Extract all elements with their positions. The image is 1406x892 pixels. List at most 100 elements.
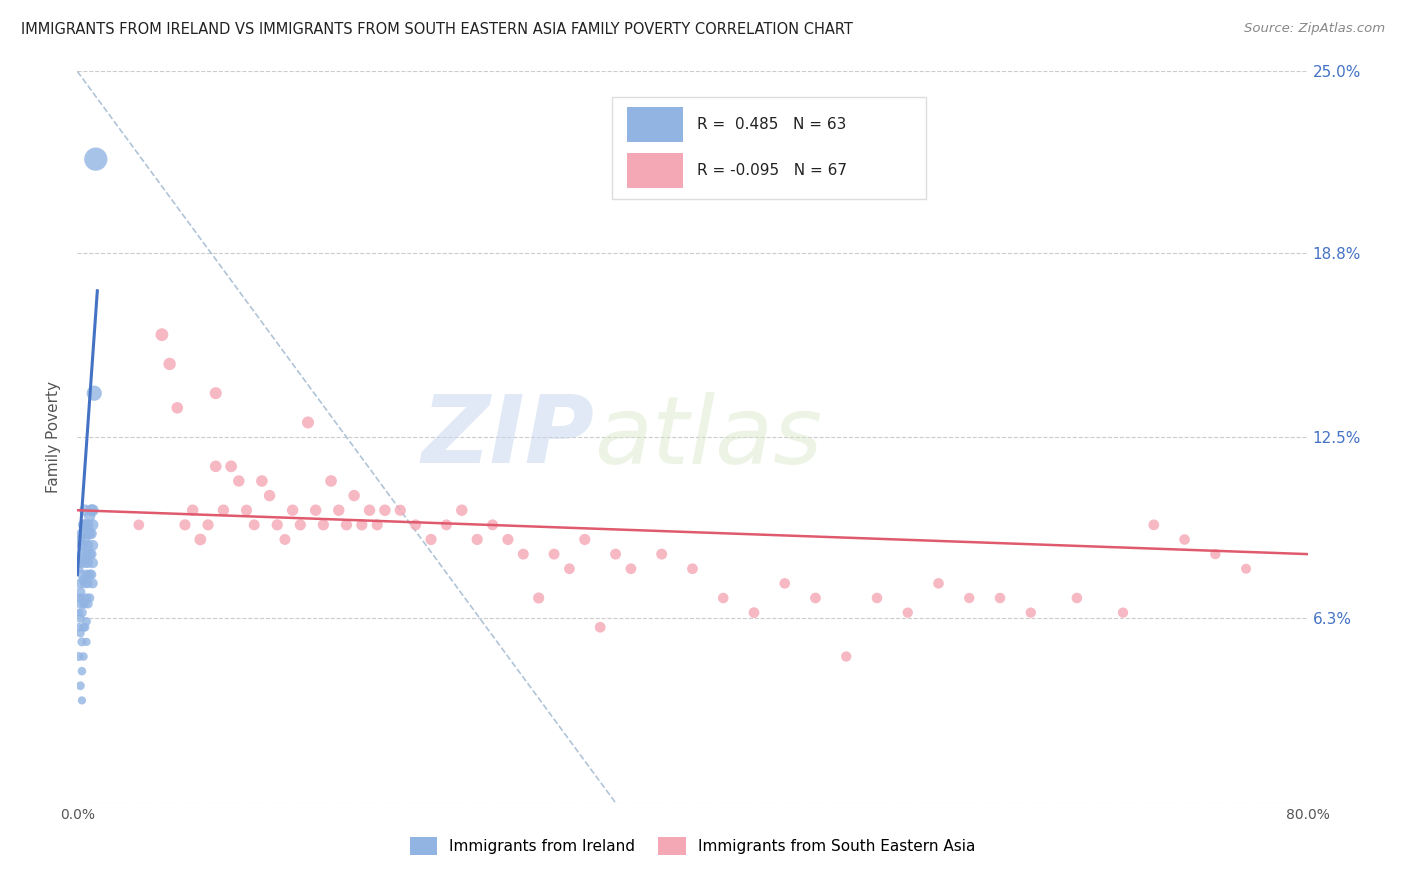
Point (80, 503, 103, 517)
Point (343, 489, 366, 503)
Bar (627, 153, 683, 187)
Point (69, 611, 91, 625)
Point (605, 547, 627, 561)
Point (281, 503, 304, 517)
Point (465, 533, 488, 547)
Point (73, 503, 96, 517)
Text: R =  0.485   N = 63: R = 0.485 N = 63 (697, 117, 846, 132)
Point (897, 606, 920, 620)
Point (82, 503, 104, 517)
Point (76, 635, 98, 649)
Point (835, 649, 858, 664)
Point (558, 562, 581, 576)
Point (174, 517, 197, 532)
Point (1019, 606, 1042, 620)
Point (70, 693, 93, 707)
Point (682, 562, 704, 576)
Point (76, 547, 98, 561)
Point (212, 503, 235, 517)
Point (1234, 562, 1257, 576)
Point (1143, 517, 1166, 532)
Point (67, 591, 90, 605)
Point (389, 503, 412, 517)
Point (742, 606, 765, 620)
Point (450, 503, 472, 517)
Point (204, 386, 226, 401)
Point (70, 547, 93, 561)
Point (70, 664, 93, 678)
Point (988, 591, 1011, 605)
Point (804, 591, 827, 605)
Point (79, 567, 101, 582)
Point (79, 547, 101, 561)
Bar (627, 107, 683, 143)
Point (69, 585, 91, 599)
Point (359, 503, 381, 517)
Point (481, 517, 503, 532)
Point (957, 591, 980, 605)
Point (77, 597, 100, 611)
Point (73, 517, 96, 532)
Point (82, 576, 104, 591)
Point (128, 517, 150, 532)
Point (69, 597, 91, 611)
Point (928, 576, 950, 591)
Point (305, 503, 328, 517)
Point (79, 509, 101, 524)
Point (405, 517, 427, 532)
Point (574, 533, 596, 547)
Point (73, 597, 96, 611)
Point (150, 327, 173, 342)
Point (77, 556, 100, 570)
Text: Source: ZipAtlas.com: Source: ZipAtlas.com (1244, 22, 1385, 36)
Point (773, 576, 796, 591)
Point (297, 416, 319, 430)
Point (219, 459, 242, 474)
Point (335, 517, 357, 532)
Point (312, 517, 335, 532)
Point (197, 517, 219, 532)
Point (159, 357, 181, 371)
Point (79, 526, 101, 541)
Point (67, 606, 90, 620)
Point (70, 538, 93, 552)
Point (67, 620, 90, 634)
Point (69, 679, 91, 693)
Point (188, 533, 212, 547)
Point (259, 489, 281, 503)
Text: IMMIGRANTS FROM IRELAND VS IMMIGRANTS FROM SOUTH EASTERN ASIA FAMILY POVERTY COR: IMMIGRANTS FROM IRELAND VS IMMIGRANTS FR… (21, 22, 853, 37)
Point (69, 556, 91, 570)
Point (69, 533, 91, 547)
Point (620, 562, 643, 576)
Point (250, 474, 273, 488)
Point (73, 620, 96, 634)
Point (436, 517, 458, 532)
Point (70, 591, 93, 605)
Point (70, 567, 93, 582)
Point (70, 526, 93, 541)
Text: R = -0.095   N = 67: R = -0.095 N = 67 (697, 162, 848, 178)
Point (82, 517, 104, 532)
Point (166, 401, 188, 415)
Legend: Immigrants from Ireland, Immigrants from South Eastern Asia: Immigrants from Ireland, Immigrants from… (404, 831, 981, 861)
Point (290, 517, 312, 532)
Text: atlas: atlas (595, 392, 823, 483)
Point (84, 152, 107, 166)
Point (527, 591, 550, 605)
Point (266, 517, 288, 532)
Point (274, 533, 297, 547)
Point (589, 620, 612, 634)
Point (420, 533, 443, 547)
Point (866, 591, 889, 605)
Point (73, 556, 96, 570)
Point (1174, 533, 1197, 547)
Point (70, 606, 93, 620)
Point (76, 591, 98, 605)
Point (82, 538, 104, 552)
Point (72, 597, 94, 611)
Point (77, 576, 100, 591)
Point (83, 386, 105, 401)
Point (235, 503, 257, 517)
Point (243, 517, 266, 532)
Point (328, 503, 350, 517)
